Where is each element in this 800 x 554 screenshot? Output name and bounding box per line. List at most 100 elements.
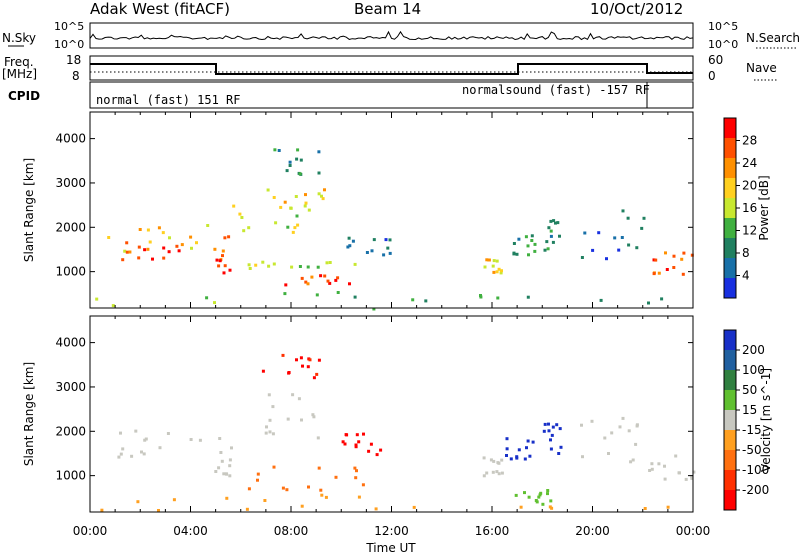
power-colorbar-swatch bbox=[724, 138, 736, 159]
velocity-cell bbox=[523, 491, 526, 495]
velocity-cell bbox=[172, 498, 176, 502]
velocity-cell bbox=[489, 458, 493, 462]
power-cell bbox=[137, 245, 141, 249]
power-colorbar-swatch bbox=[724, 218, 736, 239]
power-cell bbox=[316, 265, 320, 269]
velocity-cell bbox=[610, 431, 614, 435]
power-cell bbox=[167, 250, 171, 254]
power-cell bbox=[690, 253, 694, 257]
power-cell bbox=[304, 201, 308, 205]
nsearch-tick-high: 10^5 bbox=[708, 20, 738, 33]
power-colorbar-tick-label: 24 bbox=[742, 156, 757, 170]
power-cell bbox=[334, 278, 338, 282]
power-cell bbox=[336, 291, 340, 294]
velocity-colorbar: 200 100 50 15 -15 -50 -100 -200 Velocity [m s^-… bbox=[723, 329, 773, 511]
velocity-cell bbox=[311, 413, 315, 417]
power-colorbar-tick-label: 28 bbox=[742, 134, 757, 148]
velocity-cell bbox=[230, 446, 233, 450]
power-cell bbox=[672, 266, 676, 269]
time-tick-label: 20:00 bbox=[575, 524, 610, 538]
power-cell bbox=[353, 262, 357, 266]
time-tick-label: 08:00 bbox=[274, 524, 309, 538]
power-cell bbox=[660, 297, 664, 301]
power-cell bbox=[524, 235, 528, 239]
power-cell bbox=[597, 231, 601, 235]
velocity-cell bbox=[263, 499, 267, 502]
velocity-cell bbox=[526, 439, 530, 443]
power-cell bbox=[223, 264, 227, 268]
velocity-cell bbox=[343, 442, 347, 446]
velocity-cell bbox=[541, 502, 545, 506]
power-cell bbox=[549, 219, 553, 223]
power-cell bbox=[627, 243, 631, 247]
power-cell bbox=[336, 276, 340, 280]
velocity-cell bbox=[643, 507, 647, 510]
power-cell bbox=[388, 238, 392, 242]
velocity-cell bbox=[482, 474, 486, 478]
velocity-cell bbox=[256, 478, 259, 482]
velocity-cell bbox=[497, 461, 501, 465]
power-colorbar-tick-label: 20 bbox=[742, 179, 757, 193]
velocity-cell bbox=[547, 422, 550, 426]
velocity-cell bbox=[621, 416, 625, 420]
power-cell bbox=[424, 299, 428, 303]
power-cell bbox=[146, 228, 150, 232]
power-cell bbox=[123, 249, 127, 253]
nsky-label: N.Sky bbox=[2, 31, 36, 45]
velocity-cell bbox=[297, 397, 301, 401]
velocity-colorbar-swatch bbox=[724, 410, 736, 431]
power-cell bbox=[240, 216, 244, 219]
power-heatmap: Slant Range [km] 1000 2000 3000 4000 bbox=[22, 111, 694, 311]
power-cell bbox=[328, 281, 332, 285]
time-axis-title: Time UT bbox=[365, 541, 416, 554]
velocity-cell bbox=[228, 474, 232, 478]
noise-panel: N.Sky 10^5 10^0 10^5 10^0 N.Search bbox=[2, 20, 800, 51]
power-cell bbox=[580, 256, 584, 259]
power-cell bbox=[530, 239, 534, 242]
velocity-ytick-label: 4000 bbox=[55, 336, 86, 350]
velocity-cell bbox=[245, 507, 249, 511]
velocity-cell bbox=[500, 471, 504, 475]
power-cell bbox=[485, 258, 489, 262]
power-cell bbox=[672, 254, 676, 258]
velocity-cell bbox=[316, 436, 320, 440]
power-ytick-label: 3000 bbox=[55, 176, 86, 190]
power-cell bbox=[515, 252, 519, 256]
velocity-colorbar-tick-label: -100 bbox=[742, 463, 769, 477]
power-colorbar-tick-label: 4 bbox=[742, 269, 750, 283]
velocity-cell bbox=[272, 465, 276, 469]
power-cell bbox=[326, 279, 330, 283]
power-cell bbox=[284, 283, 288, 287]
velocity-cell bbox=[158, 446, 162, 450]
power-cell bbox=[526, 244, 530, 248]
power-cell bbox=[545, 240, 549, 244]
power-cell bbox=[682, 251, 686, 255]
velocity-cell bbox=[320, 493, 324, 497]
power-cell bbox=[512, 242, 516, 245]
velocity-ytick-label: 3000 bbox=[55, 380, 86, 394]
freq-unit: [MHz] bbox=[2, 67, 37, 81]
velocity-cell bbox=[319, 488, 323, 492]
power-cell bbox=[497, 267, 501, 271]
power-cell bbox=[626, 216, 630, 220]
velocity-cell bbox=[267, 393, 271, 397]
nsky-tick-high: 10^5 bbox=[54, 20, 84, 33]
power-cell bbox=[370, 249, 374, 253]
velocity-cell bbox=[271, 405, 275, 409]
power-cell bbox=[495, 270, 499, 274]
power-cell bbox=[533, 249, 537, 253]
velocity-cell bbox=[557, 452, 561, 455]
power-cell bbox=[137, 256, 141, 260]
power-cell bbox=[180, 243, 184, 247]
velocity-cell bbox=[315, 372, 319, 376]
power-cell bbox=[205, 296, 209, 300]
power-cell bbox=[161, 231, 165, 235]
noise-trace bbox=[89, 30, 694, 41]
power-cell bbox=[328, 261, 332, 264]
velocity-colorbar-swatch bbox=[724, 490, 736, 511]
power-cell bbox=[296, 148, 300, 152]
cpid-segment-normalsound: normalsound (fast) -157 RF bbox=[462, 83, 650, 97]
velocity-cell bbox=[189, 438, 193, 441]
time-tick-label: 16:00 bbox=[475, 524, 510, 538]
velocity-cell bbox=[119, 452, 123, 456]
